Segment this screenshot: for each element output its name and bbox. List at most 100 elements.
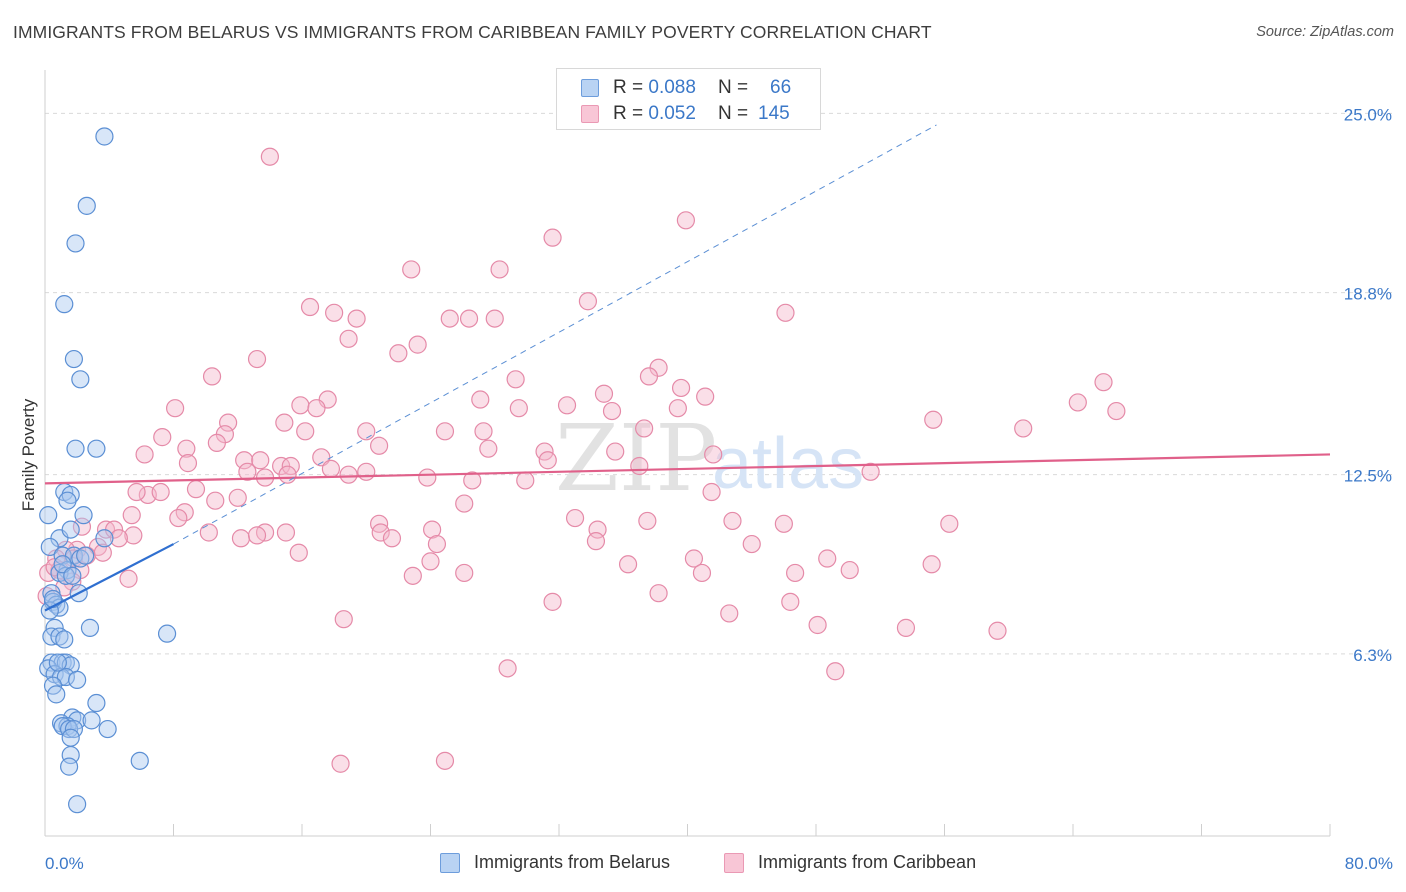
caribbean-point xyxy=(649,584,668,603)
watermark-atlas: atlas xyxy=(712,424,864,504)
belarus-legend-swatch xyxy=(440,852,460,873)
r-label: R = xyxy=(613,103,644,124)
belarus-point xyxy=(74,506,93,525)
caribbean-point xyxy=(275,413,294,432)
caribbean-point xyxy=(538,451,557,470)
caribbean-point xyxy=(124,526,143,545)
caribbean-point xyxy=(153,428,172,447)
x-tick-label-max: 80.0% xyxy=(1345,854,1393,873)
caribbean-point xyxy=(109,529,128,548)
r-value: 0.088 xyxy=(648,77,696,98)
caribbean-point xyxy=(774,514,793,533)
caribbean-point xyxy=(455,494,474,513)
caribbean-point xyxy=(776,303,795,322)
belarus-point xyxy=(64,349,84,369)
caribbean-point xyxy=(260,147,279,166)
caribbean-point xyxy=(602,401,622,421)
belarus-point xyxy=(87,693,106,713)
caribbean-point xyxy=(922,555,941,574)
caribbean-point xyxy=(418,468,437,487)
caribbean-swatch xyxy=(581,105,599,123)
bottom-legend-caribbean: Immigrants from Caribbean xyxy=(724,852,976,873)
belarus-point xyxy=(55,630,74,649)
belarus-point xyxy=(48,653,67,672)
caribbean-point xyxy=(826,662,845,681)
caribbean-point xyxy=(202,367,222,386)
belarus-trend-line xyxy=(44,543,175,612)
caribbean-point xyxy=(347,309,366,328)
caribbean-point xyxy=(371,523,390,542)
caribbean-point xyxy=(135,445,154,464)
caribbean-point xyxy=(924,410,943,429)
belarus-point xyxy=(58,491,77,510)
caribbean-point xyxy=(586,532,606,551)
caribbean-point xyxy=(423,520,442,539)
belarus-point xyxy=(71,549,90,568)
caribbean-point xyxy=(122,506,141,525)
y-tick-label: 6.3% xyxy=(1353,646,1392,665)
caribbean-point xyxy=(186,480,206,499)
caribbean-point xyxy=(723,511,742,531)
caribbean-point xyxy=(435,422,455,441)
belarus-legend-label: Immigrants from Belarus xyxy=(474,852,671,872)
legend-row-caribbean: R = 0.052 N = 145 xyxy=(581,101,790,127)
n-label: N = xyxy=(717,77,749,98)
caribbean-point xyxy=(177,439,196,458)
caribbean-point xyxy=(498,659,517,678)
caribbean-point xyxy=(606,442,625,461)
belarus-point xyxy=(95,529,114,548)
belarus-point xyxy=(82,711,101,730)
caribbean-point xyxy=(228,488,247,507)
belarus-point xyxy=(40,537,59,557)
caribbean-point xyxy=(818,549,837,568)
caribbean-point xyxy=(638,511,657,531)
caribbean-point xyxy=(988,621,1007,640)
caribbean-point xyxy=(235,451,254,470)
belarus-points xyxy=(39,127,177,814)
caribbean-point xyxy=(543,228,562,247)
tick-labels: 6.3% 12.5% 18.8% 25.0% 0.0% 80.0% xyxy=(45,105,1393,873)
caribbean-point xyxy=(474,422,493,441)
caribbean-point xyxy=(1014,419,1033,438)
r-value: 0.052 xyxy=(648,103,696,124)
belarus-point xyxy=(66,234,85,253)
caribbean-point xyxy=(471,390,490,409)
caribbean-point xyxy=(786,563,805,583)
n-label: N = xyxy=(717,103,749,124)
caribbean-point xyxy=(440,309,459,328)
legend-row-belarus: R = 0.088 N = 66 xyxy=(581,75,791,101)
caribbean-point xyxy=(238,462,257,481)
n-value: 145 xyxy=(758,103,790,124)
caribbean-point xyxy=(127,482,146,502)
caribbean-point xyxy=(119,569,138,588)
caribbean-point xyxy=(696,387,715,406)
caribbean-point xyxy=(206,491,225,510)
caribbean-point xyxy=(704,445,723,464)
caribbean-point xyxy=(808,615,827,635)
belarus-point xyxy=(61,520,80,539)
caribbean-point xyxy=(618,555,638,574)
caribbean-point xyxy=(861,462,880,481)
caribbean-point xyxy=(382,529,402,548)
caribbean-point xyxy=(307,399,326,418)
caribbean-point xyxy=(635,419,654,438)
belarus-point xyxy=(76,546,95,565)
belarus-point xyxy=(50,627,69,646)
trend-lines xyxy=(44,124,1331,612)
y-tick-label: 25.0% xyxy=(1344,105,1392,124)
caribbean-legend-swatch xyxy=(724,852,744,873)
caribbean-point xyxy=(166,399,185,418)
caribbean-point xyxy=(199,523,218,542)
correlation-legend: R = 0.088 N = 66 R = 0.052 N = 145 xyxy=(556,68,821,130)
caribbean-point xyxy=(1107,401,1126,421)
belarus-point xyxy=(68,795,87,814)
caribbean-point xyxy=(459,309,479,328)
belarus-point xyxy=(55,295,74,314)
axes xyxy=(44,70,1331,837)
caribbean-point xyxy=(93,543,112,562)
belarus-swatch xyxy=(581,79,599,97)
caribbean-point xyxy=(578,292,598,311)
belarus-point xyxy=(80,618,100,637)
caribbean-point xyxy=(403,566,422,585)
